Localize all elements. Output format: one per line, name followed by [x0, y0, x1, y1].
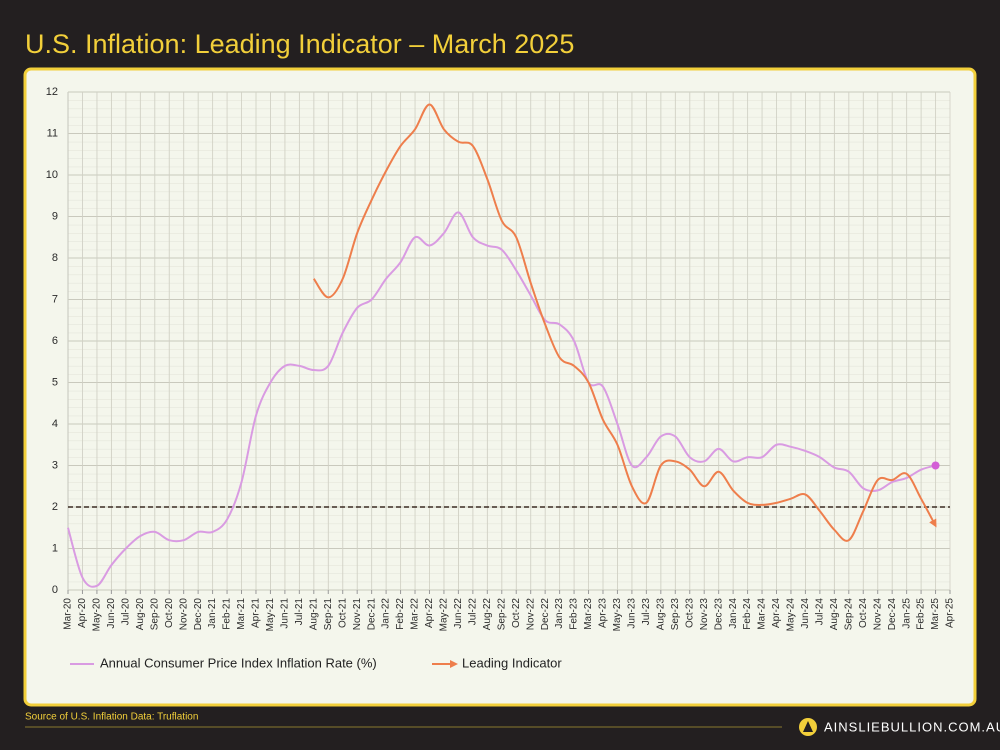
x-tick-label: Oct-20 [164, 598, 175, 628]
x-tick-label: Sep-23 [670, 598, 681, 631]
x-tick-label: Dec-22 [540, 598, 551, 631]
x-tick-label: Jun-24 [800, 598, 811, 629]
x-tick-label: Jul-22 [467, 598, 478, 626]
series-line [312, 103, 937, 542]
x-tick-label: Feb-25 [916, 598, 927, 630]
x-tick-label: Nov-23 [699, 598, 710, 631]
x-tick-label: Aug-22 [482, 598, 493, 631]
y-tick-label: 12 [46, 86, 58, 98]
x-tick-label: Mar-23 [583, 598, 594, 630]
x-tick-label: May-22 [439, 598, 450, 632]
x-tick-label: Feb-21 [222, 598, 233, 630]
brand-name: AINSLIEBULLION.COM.AU [824, 719, 1000, 734]
x-tick-label: Aug-21 [308, 598, 319, 631]
x-tick-label: Feb-24 [742, 598, 753, 630]
y-tick-label: 8 [52, 252, 58, 264]
x-tick-label: Jan-23 [554, 598, 565, 629]
y-tick-label: 6 [52, 335, 58, 347]
x-tick-label: Nov-24 [872, 598, 883, 631]
x-tick-label: Aug-24 [829, 598, 840, 631]
x-tick-label: Mar-24 [757, 598, 768, 630]
x-tick-label: Jan-22 [381, 598, 392, 629]
x-tick-label: Oct-21 [337, 598, 348, 628]
x-tick-label: Apr-21 [251, 598, 262, 628]
y-tick-label: 10 [46, 169, 58, 181]
x-tick-label: May-24 [786, 598, 797, 632]
legend-label: Annual Consumer Price Index Inflation Ra… [100, 655, 377, 670]
x-tick-label: Mar-20 [63, 598, 74, 630]
x-tick-label: Dec-20 [193, 598, 204, 631]
x-tick-label: May-20 [92, 598, 103, 632]
y-tick-label: 2 [52, 501, 58, 513]
y-tick-label: 3 [52, 459, 58, 471]
x-tick-label: Oct-24 [858, 598, 869, 628]
x-tick-label: Jan-24 [728, 598, 739, 629]
x-tick-label: Nov-22 [525, 598, 536, 631]
x-tick-label: Apr-23 [598, 598, 609, 628]
x-tick-label: Mar-22 [410, 598, 421, 630]
x-tick-label: Dec-23 [713, 598, 724, 631]
x-tick-label: Jul-20 [120, 598, 131, 626]
x-tick-label: Aug-20 [135, 598, 146, 631]
x-tick-label: Apr-25 [945, 598, 956, 628]
x-tick-label: Sep-24 [843, 598, 854, 631]
legend-label: Leading Indicator [462, 655, 562, 670]
x-tick-label: May-21 [265, 598, 276, 632]
y-tick-label: 5 [52, 376, 58, 388]
brand-logo-mark [803, 721, 813, 732]
x-tick-label: Jul-24 [815, 598, 826, 626]
x-tick-label: Dec-21 [366, 598, 377, 631]
y-tick-label: 0 [52, 584, 58, 596]
y-tick-label: 7 [52, 293, 58, 305]
source-note: Source of U.S. Inflation Data: Truflatio… [25, 712, 198, 723]
x-tick-label: Jan-21 [207, 598, 218, 629]
x-tick-label: Jun-23 [627, 598, 638, 629]
chart-title: U.S. Inflation: Leading Indicator – Marc… [25, 29, 574, 59]
y-tick-label: 1 [52, 542, 58, 554]
x-tick-label: Apr-24 [771, 598, 782, 628]
x-tick-label: Jun-21 [280, 598, 291, 629]
y-tick-label: 9 [52, 210, 58, 222]
x-tick-label: Apr-20 [77, 598, 88, 628]
x-tick-label: Jun-22 [453, 598, 464, 629]
x-tick-label: Jan-25 [901, 598, 912, 629]
x-tick-label: Oct-22 [511, 598, 522, 628]
x-tick-label: Sep-21 [323, 598, 334, 631]
x-tick-label: Apr-22 [424, 598, 435, 628]
x-tick-label: May-23 [612, 598, 623, 632]
x-tick-label: Oct-23 [684, 598, 695, 628]
x-tick-label: Nov-21 [352, 598, 363, 631]
x-tick-label: Jun-20 [106, 598, 117, 629]
x-tick-label: Dec-24 [887, 598, 898, 631]
x-tick-label: Aug-23 [655, 598, 666, 631]
x-tick-label: Sep-22 [496, 598, 507, 631]
x-tick-label: Nov-20 [178, 598, 189, 631]
y-tick-label: 4 [52, 418, 58, 430]
y-tick-label: 11 [47, 127, 58, 139]
x-tick-label: Feb-22 [395, 598, 406, 630]
x-tick-label: Mar-21 [236, 598, 247, 630]
x-tick-label: Feb-23 [569, 598, 580, 630]
x-tick-label: Jul-23 [641, 598, 652, 626]
series-line [67, 211, 936, 588]
end-point [931, 461, 940, 470]
x-tick-label: Mar-25 [930, 598, 941, 630]
x-tick-label: Sep-20 [149, 598, 160, 631]
x-tick-label: Jul-21 [294, 598, 305, 626]
